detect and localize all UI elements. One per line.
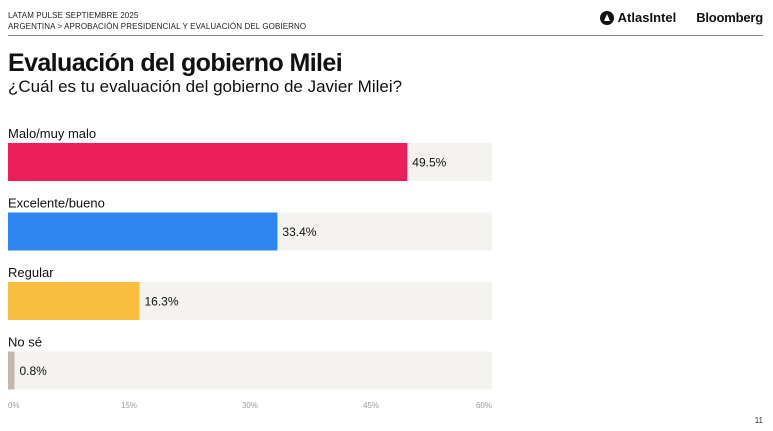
report-series: LATAM PULSE SEPTIEMBRE 2025 — [8, 11, 139, 20]
atlasintel-logo: AtlasIntel — [599, 10, 677, 25]
bar-malo-muy-malo — [8, 143, 408, 181]
category-label-malo-muy-malo: Malo/muy malo — [8, 126, 96, 141]
x-tick-label: 60% — [476, 401, 492, 410]
value-label-no-se: 0.8% — [19, 364, 47, 378]
bar-excelente-bueno — [8, 212, 278, 251]
bar-regular — [8, 282, 140, 320]
category-label-regular: Regular — [8, 265, 54, 280]
value-label-regular: 16.3% — [144, 295, 178, 309]
page-number: 11 — [754, 416, 763, 425]
bar-track-no-se — [8, 351, 492, 390]
atlasintel-wordmark: AtlasIntel — [617, 10, 677, 25]
x-tick-label: 45% — [363, 401, 379, 410]
x-tick-label: 30% — [242, 401, 258, 410]
category-label-no-se: No sé — [8, 335, 42, 350]
bar-no-se — [8, 351, 15, 390]
bloomberg-logo: Bloomberg — [696, 10, 763, 25]
chart-title: Evaluación del gobierno Milei — [8, 49, 343, 77]
value-label-excelente-bueno: 33.4% — [282, 225, 316, 239]
header-divider — [8, 35, 763, 36]
category-label-excelente-bueno: Excelente/bueno — [8, 196, 105, 211]
value-label-malo-muy-malo: 49.5% — [412, 156, 446, 170]
chart-subtitle: ¿Cuál es tu evaluación del gobierno de J… — [8, 77, 403, 96]
report-header: LATAM PULSE SEPTIEMBRE 2025 ARGENTINA > … — [8, 10, 306, 32]
atlasintel-mark-icon — [599, 10, 614, 25]
breadcrumb: ARGENTINA > APROBACIÓN PRESIDENCIAL Y EV… — [8, 22, 307, 31]
logos: AtlasIntel Bloomberg — [599, 10, 763, 25]
x-tick-label: 15% — [121, 401, 137, 410]
x-tick-label: 0% — [8, 401, 20, 410]
